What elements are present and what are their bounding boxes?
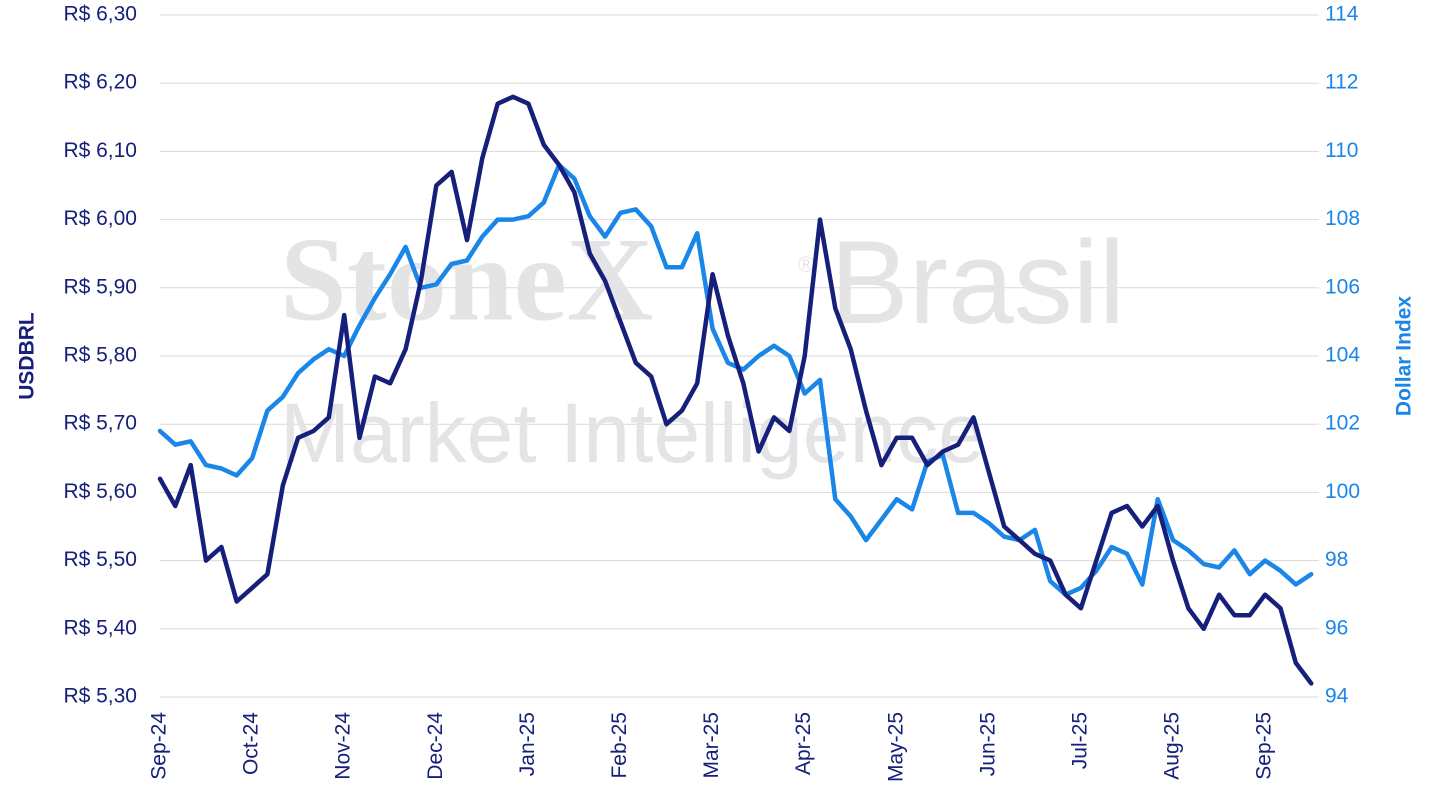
y-axis-title: USDBRL — [16, 312, 39, 400]
x-tick-label: Mar-25 — [700, 712, 723, 779]
x-tick-label: Jun-25 — [976, 712, 999, 776]
y2-tick-label: 94 — [1325, 685, 1349, 708]
x-tick-label: Nov-24 — [332, 712, 355, 780]
y2-tick-label: 112 — [1325, 71, 1358, 94]
y2-axis-title: Dollar Index — [1393, 296, 1416, 417]
y2-tick-label: 96 — [1325, 616, 1348, 639]
y-tick-label: R$ 5,50 — [63, 548, 137, 571]
y-tick-label: R$ 5,30 — [63, 685, 137, 708]
y-tick-label: R$ 6,30 — [63, 3, 137, 26]
x-tick-label: Feb-25 — [608, 712, 631, 779]
y2-tick-label: 106 — [1325, 275, 1360, 298]
x-tick-label: Sep-25 — [1253, 712, 1276, 780]
y2-tick-label: 102 — [1325, 412, 1360, 435]
y-tick-label: R$ 5,40 — [63, 616, 137, 639]
x-tick-label: Jul-25 — [1068, 712, 1091, 769]
y2-tick-label: 108 — [1325, 207, 1360, 230]
x-tick-label: Dec-24 — [424, 712, 447, 780]
y-tick-label: R$ 5,90 — [63, 275, 137, 298]
watermark-mark: ® — [798, 252, 814, 277]
watermark-brand: Brasil — [830, 217, 1125, 349]
y2-tick-label: 104 — [1325, 344, 1360, 367]
grid — [160, 14, 1315, 698]
x-tick-label: Oct-24 — [240, 712, 263, 775]
y-tick-label: R$ 5,80 — [63, 344, 137, 367]
x-tick-label: May-25 — [884, 712, 907, 782]
watermark: StoneX ® Brasil Market Intelligence — [280, 213, 1125, 481]
y-tick-label: R$ 6,20 — [63, 71, 137, 94]
y2-tick-label: 110 — [1325, 139, 1358, 162]
x-tick-label: Apr-25 — [792, 712, 815, 775]
y-tick-label: R$ 6,10 — [63, 139, 137, 162]
y2-tick-label: 114 — [1325, 3, 1359, 26]
series-line — [157, 94, 1314, 686]
y-tick-label: R$ 5,60 — [63, 480, 137, 503]
x-tick-label: Aug-25 — [1161, 712, 1184, 780]
y-tick-label: R$ 6,00 — [63, 207, 137, 230]
y2-tick-label: 98 — [1325, 548, 1348, 571]
y-tick-label: R$ 5,70 — [63, 412, 137, 435]
x-tick-label: Jan-25 — [516, 712, 539, 776]
watermark-sub: Market Intelligence — [280, 386, 985, 480]
y2-tick-label: 100 — [1325, 480, 1360, 503]
x-tick-label: Sep-24 — [148, 712, 171, 780]
